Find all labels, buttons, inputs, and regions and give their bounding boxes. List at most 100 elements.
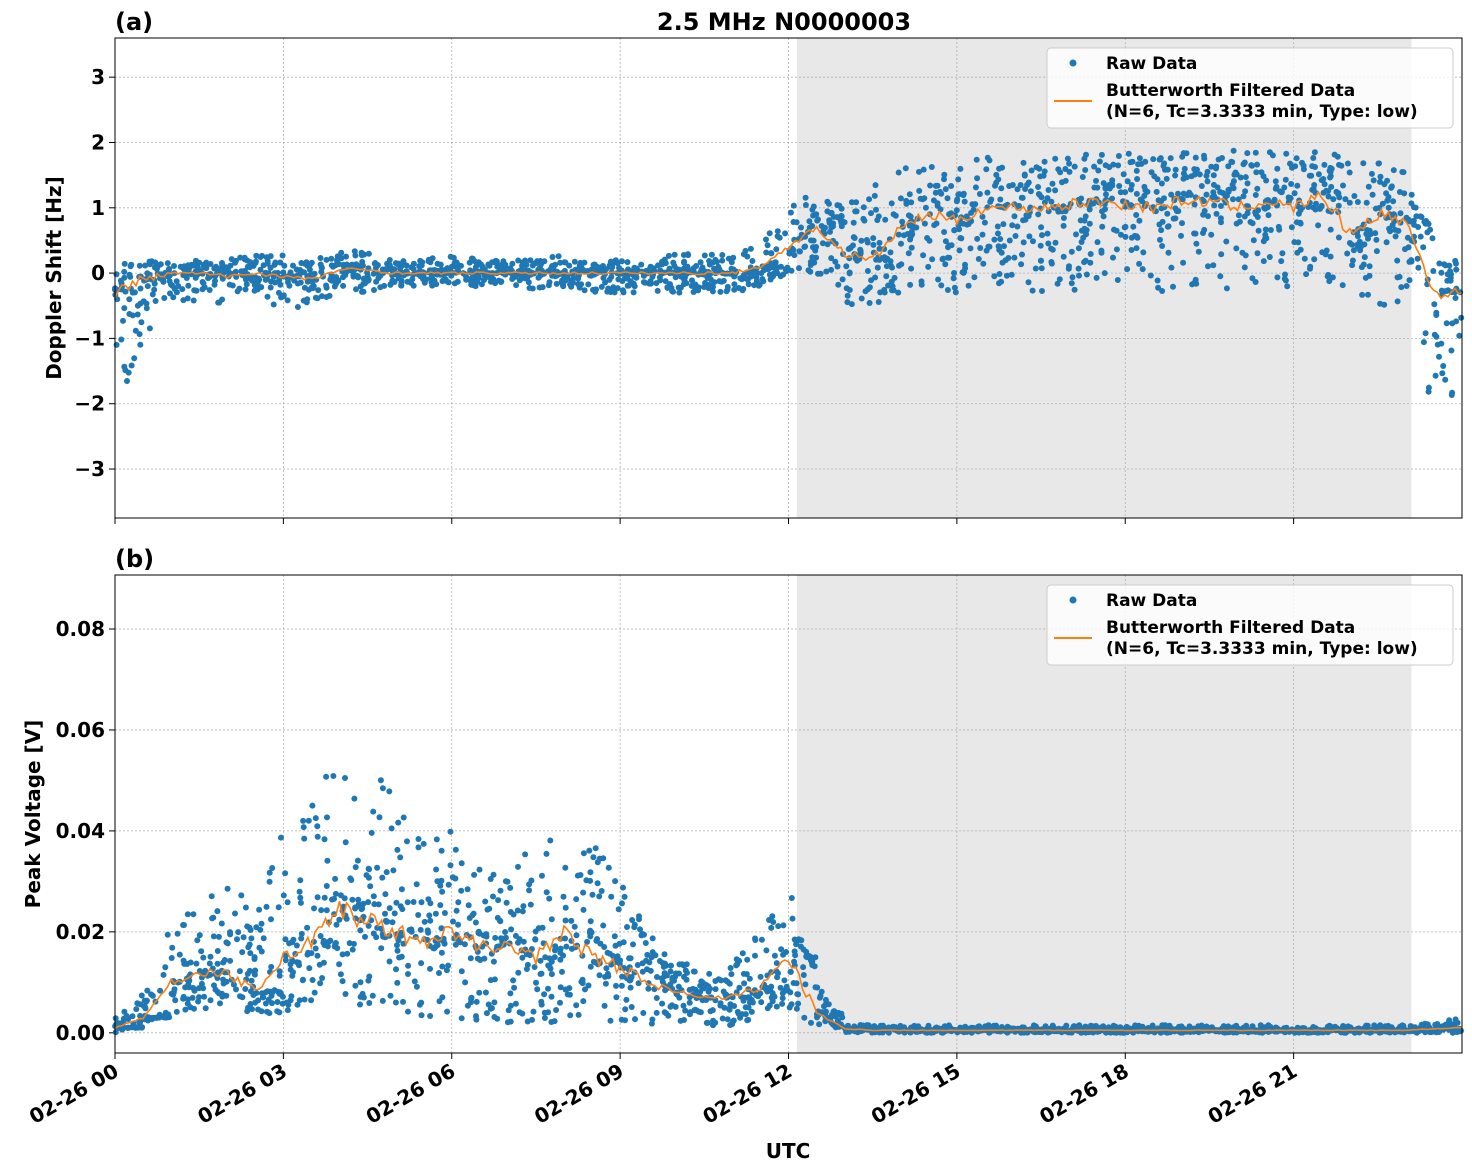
raw-data-point: [1062, 208, 1069, 215]
raw-data-point: [420, 840, 427, 847]
raw-data-point: [351, 795, 358, 802]
raw-data-point: [999, 259, 1006, 266]
raw-data-point: [866, 300, 873, 306]
raw-data-point: [239, 949, 246, 956]
raw-data-point: [822, 224, 828, 231]
raw-data-point: [144, 987, 151, 994]
raw-data-point: [1425, 388, 1432, 395]
raw-data-point: [1218, 219, 1224, 226]
raw-data-point: [321, 894, 328, 901]
raw-data-point: [296, 962, 302, 969]
raw-data-point: [669, 976, 676, 983]
raw-data-point: [416, 263, 423, 270]
raw-data-point: [240, 934, 247, 941]
raw-data-point: [798, 224, 804, 231]
raw-data-point: [1054, 280, 1061, 287]
raw-data-point: [1225, 163, 1232, 170]
raw-data-point: [355, 896, 362, 903]
raw-data-point: [1049, 180, 1056, 187]
raw-data-point: [1320, 176, 1327, 182]
raw-data-point: [1082, 167, 1089, 173]
raw-data-point: [986, 243, 993, 250]
raw-data-point: [429, 280, 436, 286]
raw-data-point: [126, 296, 133, 303]
raw-data-point: [1408, 191, 1415, 198]
raw-data-point: [788, 1001, 795, 1008]
raw-data-point: [143, 305, 150, 312]
raw-data-point: [257, 266, 264, 273]
raw-data-point: [1073, 231, 1079, 238]
raw-data-point: [1273, 183, 1280, 190]
raw-data-point: [201, 264, 208, 271]
raw-data-point: [1434, 341, 1441, 348]
raw-data-point: [276, 1009, 283, 1016]
raw-data-point: [219, 260, 225, 266]
raw-data-point: [475, 928, 482, 935]
raw-data-point: [227, 929, 233, 936]
raw-data-point: [487, 977, 494, 984]
raw-data-point: [858, 237, 865, 244]
raw-data-point: [758, 999, 765, 1006]
raw-data-point: [581, 287, 588, 294]
raw-data-point: [1009, 182, 1016, 188]
raw-data-point: [1441, 288, 1448, 295]
raw-data-point: [1075, 245, 1082, 252]
raw-data-point: [921, 220, 928, 227]
raw-data-point: [283, 999, 290, 1006]
raw-data-point: [1415, 264, 1422, 271]
raw-data-point: [832, 1013, 839, 1020]
raw-data-point: [1028, 167, 1035, 174]
raw-data-point: [1385, 204, 1392, 211]
raw-data-point: [339, 951, 346, 958]
raw-data-point: [980, 260, 987, 267]
raw-data-point: [1041, 158, 1048, 165]
raw-data-point: [444, 1008, 451, 1015]
raw-data-point: [265, 996, 272, 1003]
raw-data-point: [938, 282, 945, 289]
x-tick-label: 02-26 15: [867, 1059, 965, 1129]
raw-data-point: [1385, 194, 1392, 200]
raw-data-point: [807, 259, 814, 265]
raw-data-point: [790, 247, 797, 253]
raw-data-point: [306, 965, 313, 972]
x-tick-label: 02-26 18: [1035, 1059, 1133, 1129]
raw-data-point: [348, 877, 355, 883]
raw-data-point: [1372, 230, 1379, 237]
raw-data-point: [436, 970, 442, 976]
raw-data-point: [654, 974, 660, 980]
raw-data-point: [455, 899, 462, 906]
raw-data-point: [453, 907, 460, 914]
raw-data-point: [1147, 272, 1154, 279]
raw-data-point: [739, 950, 746, 957]
raw-data-point: [935, 276, 942, 283]
raw-data-point: [1373, 236, 1380, 243]
raw-data-point: [997, 196, 1004, 203]
raw-data-point: [1306, 172, 1313, 179]
raw-data-point: [605, 285, 612, 292]
raw-data-point: [339, 978, 346, 985]
raw-data-point: [860, 204, 867, 211]
raw-data-point: [400, 998, 406, 1005]
raw-data-point: [1209, 194, 1216, 201]
raw-data-point: [1191, 201, 1198, 208]
raw-data-point: [1017, 182, 1024, 188]
raw-data-point: [146, 258, 153, 265]
raw-data-point: [515, 257, 522, 264]
raw-data-point: [611, 933, 618, 940]
raw-data-point: [1263, 235, 1270, 242]
raw-data-point: [536, 284, 543, 291]
raw-data-point: [161, 295, 168, 301]
raw-data-point: [341, 895, 348, 902]
raw-data-point: [875, 213, 882, 220]
raw-data-point: [320, 939, 327, 946]
raw-data-point: [906, 191, 913, 198]
raw-data-point: [238, 892, 245, 899]
raw-data-point: [338, 249, 345, 256]
axes-frame: [114, 37, 1463, 519]
raw-data-point: [857, 248, 864, 254]
raw-data-point: [557, 956, 564, 963]
raw-data-point: [1127, 202, 1134, 209]
raw-data-point: [146, 325, 153, 332]
raw-data-point: [1210, 181, 1217, 188]
raw-data-point: [1150, 156, 1157, 163]
